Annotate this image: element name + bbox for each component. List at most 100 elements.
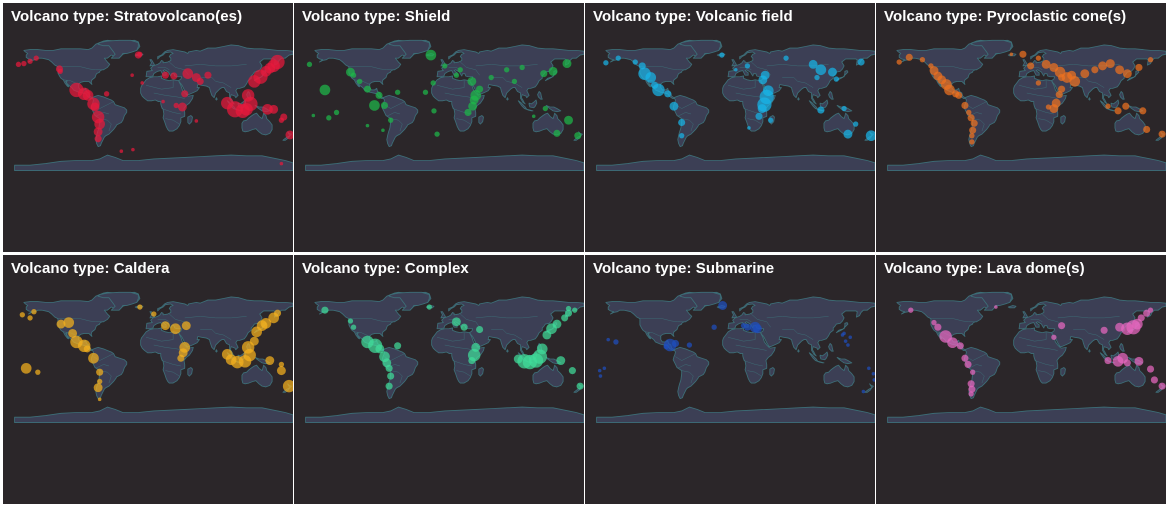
volcano-marker — [966, 109, 972, 116]
panel-title: Volcano type: Complex — [302, 260, 469, 277]
volcano-marker — [1104, 356, 1112, 365]
volcano-marker — [241, 89, 255, 102]
volcano-marker — [385, 364, 393, 372]
volcano-marker — [326, 115, 332, 121]
volcano-marker — [944, 84, 955, 96]
volcano-marker — [871, 371, 875, 376]
volcano-marker — [161, 99, 165, 104]
volcano-marker — [540, 70, 548, 78]
volcano-marker — [467, 76, 477, 86]
volcano-marker — [1041, 59, 1051, 69]
volcano-marker — [1114, 107, 1122, 115]
volcano-marker — [1019, 50, 1027, 58]
volcano-marker — [453, 72, 460, 78]
volcano-marker — [615, 55, 621, 61]
volcano-marker — [260, 317, 272, 329]
volcano-marker — [249, 336, 259, 346]
volcano-marker — [276, 366, 286, 376]
volcano-marker — [1045, 104, 1052, 110]
volcano-marker — [896, 59, 902, 65]
volcano-marker — [664, 90, 672, 98]
volcano-marker — [865, 130, 875, 142]
volcano-marker — [815, 64, 827, 76]
volcano-marker — [94, 118, 106, 130]
volcano-marker — [1150, 376, 1158, 384]
volcano-marker — [160, 321, 170, 331]
volcano-marker — [846, 343, 850, 347]
world-map — [14, 39, 293, 172]
volcano-marker — [468, 101, 478, 111]
volcano-marker — [273, 309, 282, 317]
volcano-marker — [285, 130, 293, 140]
volcano-marker — [1122, 102, 1130, 110]
volcano-marker — [969, 139, 975, 145]
volcano-marker — [173, 102, 179, 109]
volcano-marker — [278, 361, 285, 368]
volcano-marker — [430, 80, 436, 86]
volcano-marker — [306, 61, 313, 68]
volcano-marker — [181, 321, 191, 331]
volcano-marker — [1035, 80, 1042, 86]
volcano-marker — [767, 117, 774, 123]
volcano-marker — [744, 63, 751, 69]
volcano-marker — [68, 328, 78, 338]
volcano-marker — [347, 318, 354, 324]
volcano-marker — [872, 378, 875, 382]
volcano-marker — [1069, 76, 1081, 87]
volcano-marker — [840, 333, 845, 337]
volcano-marker — [94, 135, 102, 143]
volcano-marker — [131, 147, 135, 152]
volcano-marker — [177, 102, 187, 112]
volcano-marker — [908, 307, 914, 313]
volcano-marker — [564, 309, 573, 317]
volcano-marker — [1058, 73, 1066, 82]
volcano-marker — [905, 53, 913, 61]
volcano-marker — [562, 59, 572, 69]
volcano-marker — [1105, 59, 1115, 69]
world-map — [887, 291, 1166, 424]
volcano-marker — [1049, 104, 1059, 114]
volcano-marker — [1143, 125, 1151, 134]
volcano-marker — [387, 372, 395, 380]
volcano-marker — [576, 382, 584, 390]
volcano-marker — [1027, 62, 1035, 70]
volcano-marker — [671, 339, 680, 348]
volcano-marker — [1158, 130, 1166, 138]
volcano-marker — [678, 118, 686, 127]
map-panel: Volcano type: Volcanic field — [585, 3, 875, 252]
world-map — [887, 39, 1166, 172]
volcano-marker — [606, 337, 610, 342]
volcano-marker — [1158, 382, 1166, 390]
volcano-marker — [1100, 326, 1108, 334]
volcano-marker — [1105, 103, 1111, 109]
volcano-marker — [931, 319, 937, 326]
volcano-marker — [828, 67, 837, 77]
volcano-marker — [669, 101, 679, 111]
volcano-marker — [282, 379, 293, 393]
volcano-marker — [27, 58, 33, 64]
volcano-marker — [182, 68, 194, 79]
volcano-marker — [161, 71, 169, 79]
volcano-marker — [381, 128, 385, 133]
volcano-marker — [867, 366, 871, 371]
map-panel: Volcano type: Complex — [294, 255, 584, 504]
volcano-marker — [1051, 334, 1057, 340]
map-panel: Volcano type: Shield — [294, 3, 584, 252]
volcano-marker — [357, 78, 363, 85]
volcano-marker — [90, 102, 100, 112]
volcano-marker — [103, 91, 110, 97]
volcano-marker — [964, 360, 972, 368]
volcano-marker — [602, 366, 607, 371]
volcano-marker — [434, 131, 440, 137]
volcano-marker — [57, 68, 63, 74]
volcano-marker — [652, 83, 665, 97]
volcano-marker — [56, 319, 66, 329]
world-map — [305, 39, 584, 172]
volcano-marker — [970, 119, 978, 127]
volcano-marker — [968, 391, 974, 397]
volcano-marker — [1091, 66, 1099, 74]
volcano-marker — [311, 113, 316, 118]
volcano-marker — [956, 342, 964, 350]
volcano-marker — [96, 378, 103, 385]
volcano-marker — [457, 67, 463, 73]
